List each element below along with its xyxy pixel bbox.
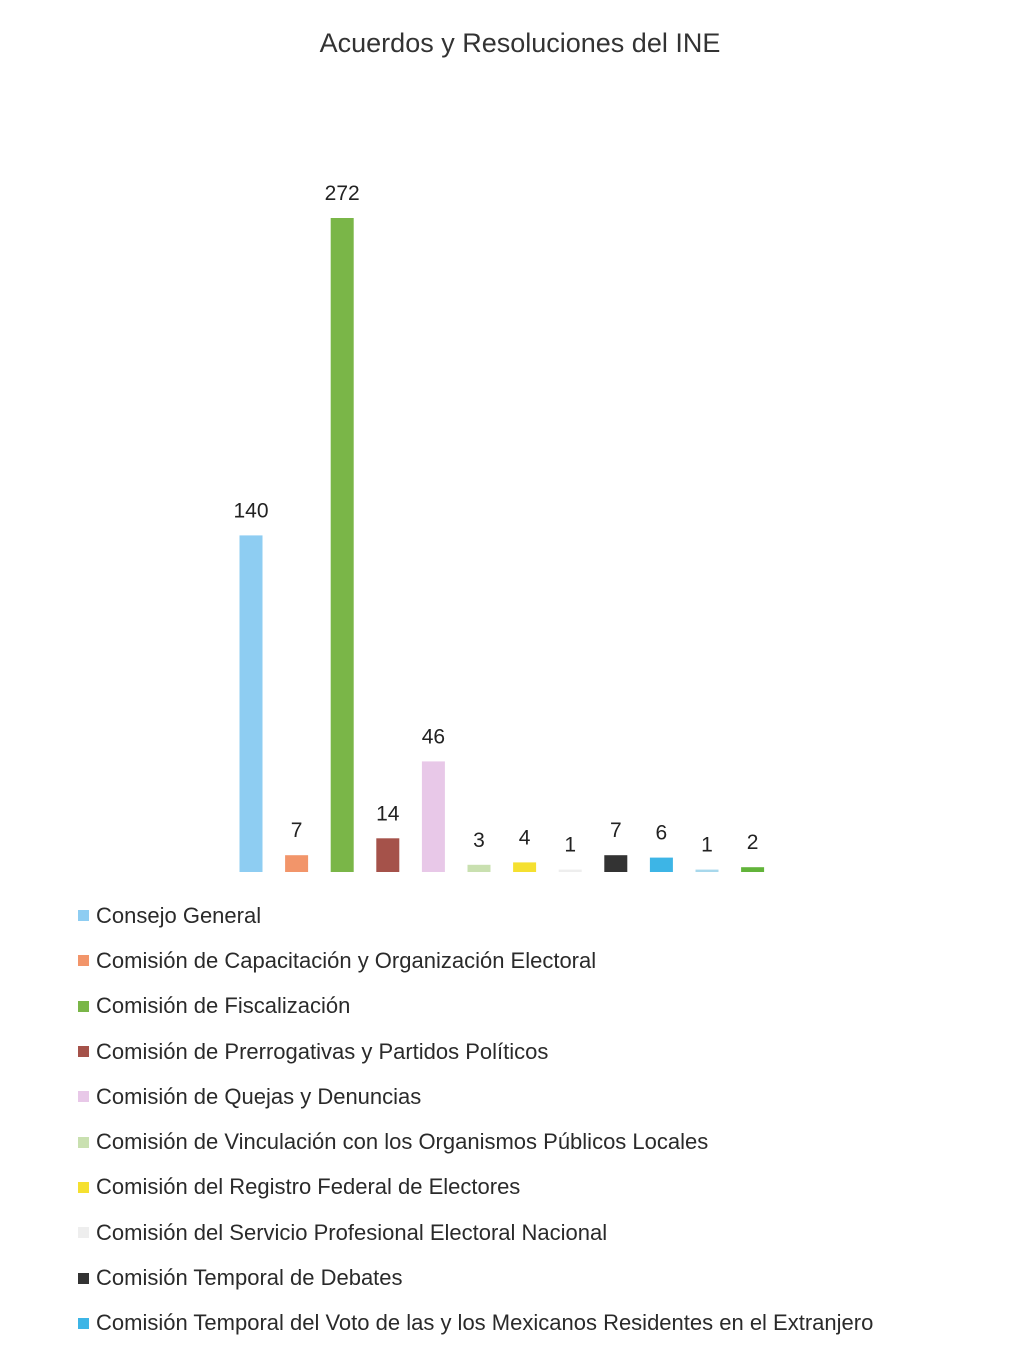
bar (558, 869, 582, 872)
data-label: 1 (564, 834, 576, 857)
legend-item: Comisión Temporal del Voto de las y los … (78, 1301, 873, 1346)
bar (376, 838, 400, 872)
legend-item: Comisión de Fiscalización (78, 984, 873, 1029)
legend-label: Consejo General (96, 902, 262, 928)
bar (330, 218, 354, 872)
legend-label: Comisión del Servicio Profesional Electo… (96, 1219, 608, 1245)
bar (741, 867, 765, 872)
legend-swatch (78, 1317, 89, 1329)
legend-item: Consejo General (78, 893, 873, 938)
legend-item: Comisión del Registro Federal de Elector… (78, 1165, 873, 1210)
bar (285, 855, 309, 872)
bar (513, 862, 537, 872)
legend-item: Comisión de Capacitación y Organización … (78, 938, 873, 983)
legend-swatch (78, 910, 89, 922)
legend-swatch (78, 1046, 89, 1058)
legend-label: Comisión Temporal del Voto de las y los … (96, 1310, 874, 1336)
bar (239, 535, 263, 872)
legend-swatch (78, 1227, 89, 1239)
chart-plot: Acuerdos y Resoluciones del INE 140 7 272 1… (233, 28, 765, 872)
data-label: 7 (291, 819, 303, 842)
legend-label: Comisión de Capacitación y Organización … (96, 947, 597, 973)
bar (695, 869, 719, 872)
legend-label: Comisión del Registro Federal de Elector… (96, 1174, 521, 1200)
legend-label: Comisión de Fiscalización (96, 993, 351, 1019)
legend-swatch (78, 1272, 89, 1284)
legend-item: Comisión de Vinculación con los Organism… (78, 1119, 873, 1164)
legend-swatch (78, 1181, 89, 1193)
legend-item: Comisión del Servicio Profesional Electo… (78, 1210, 873, 1255)
chart-title: Acuerdos y Resoluciones del INE (320, 28, 721, 58)
bar (467, 864, 491, 872)
data-label: 4 (519, 826, 531, 849)
data-label: 140 (233, 499, 268, 522)
data-label: 272 (325, 182, 360, 205)
data-label: 6 (656, 822, 668, 845)
legend-label: Comisión Temporal de Debates (96, 1265, 403, 1291)
data-label: 46 (422, 725, 445, 748)
data-label: 14 (376, 802, 400, 825)
chart-legend: Consejo General Comisión de Capacitación … (78, 893, 873, 1346)
legend-swatch (78, 955, 89, 967)
legend-label: Comisión de Quejas y Denuncias (96, 1083, 422, 1109)
data-label: 1 (701, 834, 713, 857)
data-label: 3 (473, 829, 485, 852)
legend-label: Comisión de Vinculación con los Organism… (96, 1129, 709, 1155)
legend-swatch (78, 1136, 89, 1148)
legend-swatch (78, 1000, 89, 1012)
legend-item: Comisión Temporal de Debates (78, 1255, 873, 1300)
data-label: 2 (747, 831, 759, 854)
legend-label: Comisión de Prerrogativas y Partidos Pol… (96, 1038, 549, 1064)
bar (421, 761, 445, 872)
legend-item: Comisión de Prerrogativas y Partidos Pol… (78, 1029, 873, 1074)
bar (649, 857, 673, 872)
data-label: 7 (610, 819, 622, 842)
legend-swatch (78, 1091, 89, 1103)
bar (604, 855, 628, 872)
legend-item: Comisión de Quejas y Denuncias (78, 1074, 873, 1119)
